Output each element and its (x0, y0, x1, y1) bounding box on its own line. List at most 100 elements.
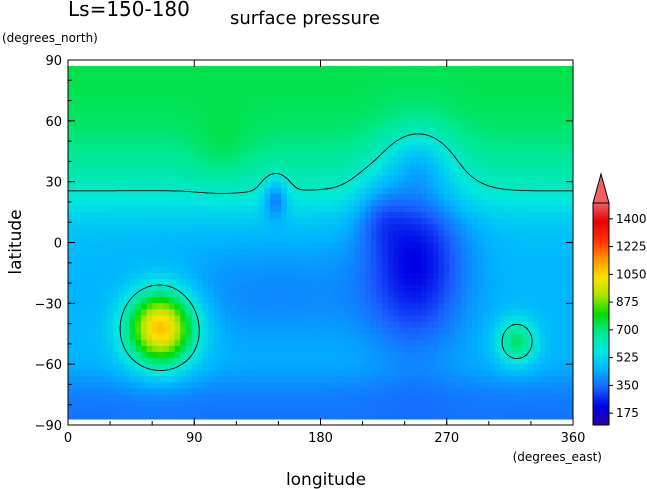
heatmap-cell (421, 285, 428, 292)
heatmap-cell (404, 333, 411, 341)
heatmap-cell (314, 364, 322, 371)
heatmap-cell (202, 175, 209, 183)
heatmap-cell (169, 181, 176, 189)
heatmap-cell (371, 114, 378, 122)
heatmap-cell (286, 303, 294, 311)
heatmap-cell (354, 358, 361, 365)
heatmap-cell (208, 169, 215, 177)
heatmap-cell (219, 260, 226, 268)
heatmap-cell (174, 163, 181, 171)
heatmap-cell (511, 345, 518, 353)
heatmap-cell (230, 370, 237, 377)
heatmap-cell (101, 291, 108, 298)
heatmap-cell (118, 352, 125, 359)
heatmap-cell (140, 254, 148, 262)
heatmap-cell (359, 218, 366, 225)
heatmap-cell (455, 151, 462, 158)
heatmap-cell (427, 272, 434, 280)
heatmap-cell (247, 78, 254, 85)
heatmap-cell (213, 400, 221, 408)
heatmap-cell (393, 212, 400, 219)
heatmap-cell (544, 285, 552, 292)
heatmap-cell (275, 102, 282, 110)
heatmap-cell (281, 394, 288, 402)
heatmap-cell (253, 352, 260, 359)
heatmap-cell (124, 327, 131, 335)
heatmap-cell (241, 272, 249, 280)
heatmap-cell (96, 102, 103, 110)
heatmap-cell (129, 352, 136, 359)
heatmap-cell (90, 78, 97, 85)
heatmap-cell (90, 90, 97, 98)
heatmap-cell (146, 108, 153, 116)
heatmap-cell (404, 163, 411, 171)
heatmap-cell (208, 126, 215, 134)
heatmap-cell (107, 272, 114, 280)
heatmap-cell (298, 297, 305, 304)
heatmap-cell (326, 321, 333, 329)
heatmap-cell (79, 163, 86, 171)
heatmap-cell (533, 181, 540, 189)
heatmap-cell (253, 303, 260, 311)
heatmap-cell (180, 199, 187, 207)
heatmap-cell (477, 358, 484, 365)
heatmap-cell (348, 218, 355, 225)
heatmap-cell (477, 260, 484, 268)
heatmap-cell (230, 236, 237, 244)
heatmap-cell (146, 254, 153, 262)
heatmap-cell (174, 181, 181, 189)
heatmap-cell (118, 175, 125, 183)
heatmap-cell (84, 291, 92, 298)
heatmap-cell (500, 248, 507, 256)
heatmap-cell (135, 224, 142, 231)
heatmap-cell (236, 84, 243, 92)
heatmap-cell (253, 133, 260, 140)
heatmap-cell (270, 108, 277, 116)
heatmap-cell (270, 376, 277, 384)
heatmap-cell (348, 139, 355, 146)
heatmap-cell (73, 376, 80, 384)
heatmap-cell (399, 339, 406, 347)
heatmap-cell (118, 133, 125, 140)
heatmap-cell (410, 72, 417, 79)
heatmap-cell (488, 248, 496, 256)
heatmap-cell (494, 218, 501, 225)
heatmap-cell (354, 321, 361, 329)
heatmap-cell (438, 145, 445, 152)
heatmap-cell (550, 145, 557, 152)
heatmap-cell (219, 364, 226, 371)
heatmap-cell (320, 388, 327, 396)
heatmap-cell (427, 151, 434, 158)
heatmap-cell (500, 218, 507, 225)
heatmap-cell (432, 272, 439, 280)
heatmap-cell (371, 248, 378, 256)
heatmap-cell (180, 218, 187, 225)
heatmap-cell (292, 394, 299, 402)
heatmap-cell (477, 224, 484, 231)
heatmap-cell (275, 157, 282, 165)
heatmap-cell (477, 96, 484, 104)
heatmap-cell (415, 388, 423, 396)
heatmap-cell (365, 218, 372, 225)
heatmap-cell (472, 114, 479, 122)
heatmap-cell (432, 206, 439, 213)
heatmap-cell (96, 145, 103, 152)
heatmap-cell (348, 388, 355, 396)
heatmap-cell (382, 114, 389, 122)
heatmap-cell (359, 321, 366, 329)
heatmap-cell (567, 181, 573, 189)
heatmap-cell (236, 303, 243, 311)
heatmap-cell (544, 78, 552, 85)
heatmap-cell (449, 157, 456, 165)
heatmap-cell (303, 291, 310, 298)
heatmap-cell (84, 285, 92, 292)
heatmap-cell (140, 84, 148, 92)
heatmap-cell (270, 285, 277, 292)
heatmap-cell (230, 272, 237, 280)
heatmap-cell (415, 248, 423, 256)
heatmap-cell (348, 126, 355, 134)
heatmap-cell (567, 394, 573, 402)
heatmap-cell (68, 339, 75, 347)
heatmap-cell (472, 108, 479, 116)
heatmap-cell (404, 242, 411, 250)
